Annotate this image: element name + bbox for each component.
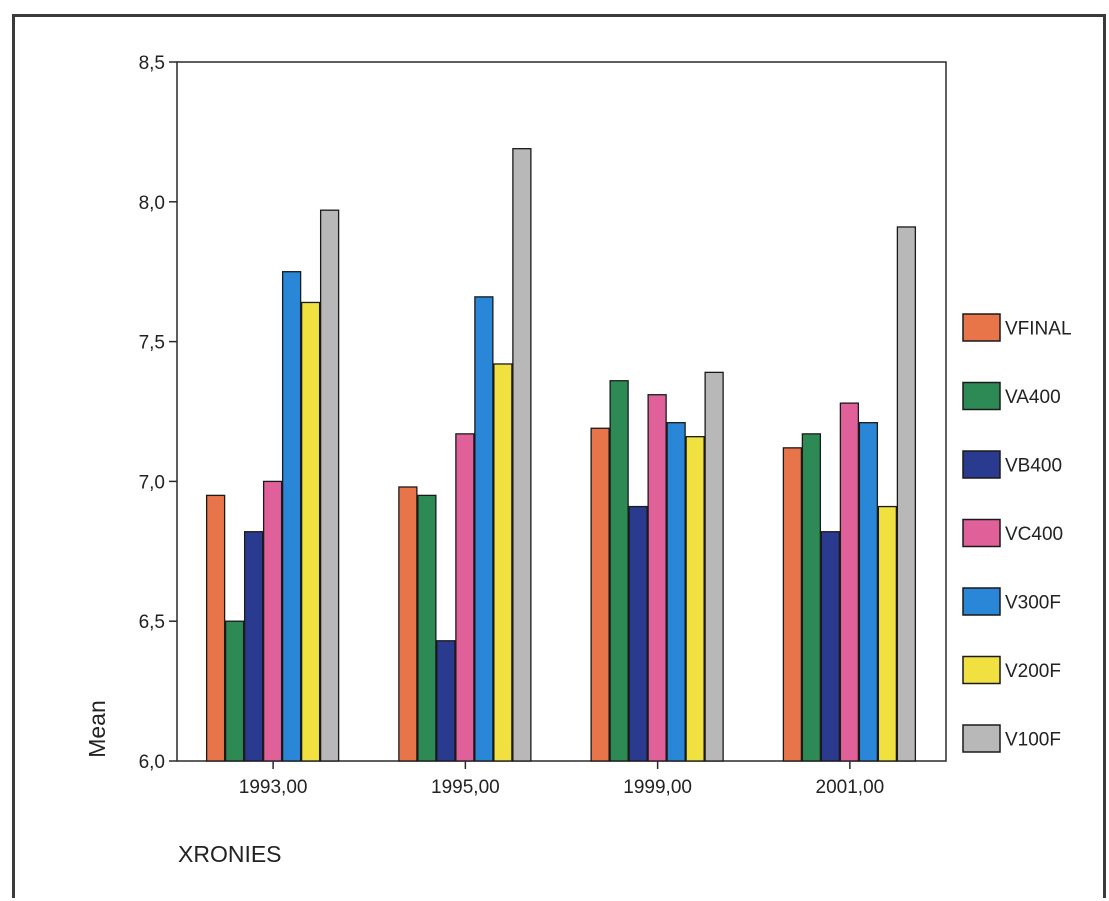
y-tick-label: 6,5 (139, 612, 165, 633)
bar-va400-4 (801, 433, 822, 762)
bar-v300f-1 (281, 271, 302, 762)
bar-vc400-1 (262, 480, 283, 762)
bar-v100f-3 (704, 371, 724, 762)
bar-vc400-2 (455, 433, 475, 762)
bar-v100f-1 (319, 209, 340, 762)
bar-vc400-3 (647, 394, 667, 762)
bar-vfinal-1 (205, 494, 226, 762)
bar-vb400-4 (820, 531, 841, 762)
legend-swatch-v100f (962, 724, 1001, 753)
x-tick-label: 2001,00 (816, 777, 885, 798)
y-tick-label: 7,5 (139, 333, 165, 354)
bar-vb400-2 (436, 640, 456, 762)
legend-swatch-v200f (962, 655, 1001, 685)
bar-va400-2 (417, 494, 437, 762)
legend: VFINAL VA400 VB400 VC400 V300F V200F V100F (962, 313, 1072, 753)
y-tick-label: 6,0 (139, 752, 165, 773)
legend-label-v100f: V100F (1005, 730, 1061, 751)
y-axis-title: Mean (84, 700, 110, 758)
legend-label-vc400: VC400 (1005, 524, 1063, 545)
bars-group (205, 148, 917, 762)
axes-group: 6,0 6,5 7,0 7,5 8,0 8,5 1993,00 1995,00 1999,00 2… (139, 53, 885, 798)
legend-label-va400: VA400 (1005, 387, 1061, 408)
legend-label-v300f: V300F (1005, 593, 1061, 614)
bar-vc400-4 (839, 402, 860, 762)
bar-chart: 6,0 6,5 7,0 7,5 8,0 8,5 1993,00 1995,00 1999,00 2… (84, 53, 1072, 867)
bar-v200f-2 (493, 363, 513, 762)
bar-vb400-1 (243, 531, 264, 762)
bar-va400-1 (224, 620, 245, 762)
bar-vfinal-3 (590, 427, 610, 762)
legend-swatch-vb400 (962, 450, 1001, 479)
bar-va400-3 (609, 380, 629, 762)
bar-vb400-3 (628, 505, 648, 762)
legend-swatch-vc400 (962, 518, 1001, 548)
bar-v300f-4 (858, 422, 879, 762)
x-tick-label: 1999,00 (623, 777, 692, 798)
bar-v300f-2 (474, 296, 494, 762)
legend-label-vfinal: VFINAL (1005, 319, 1072, 340)
bar-vfinal-4 (782, 447, 803, 762)
legend-swatch-va400 (962, 381, 1001, 411)
y-tick-label: 7,0 (139, 472, 165, 493)
x-axis-title: XRONIES (178, 841, 282, 867)
bar-v100f-4 (896, 226, 917, 762)
chart-frame: 6,0 6,5 7,0 7,5 8,0 8,5 1993,00 1995,00 1999,00 2… (12, 14, 1106, 898)
bar-v200f-4 (877, 505, 898, 762)
legend-label-vb400: VB400 (1005, 456, 1062, 477)
legend-label-v200f: V200F (1005, 661, 1061, 682)
x-tick-label: 1993,00 (239, 777, 308, 798)
y-tick-label: 8,0 (139, 193, 165, 214)
bar-vfinal-2 (398, 486, 418, 762)
legend-swatch-vfinal (962, 313, 1001, 342)
bar-v200f-1 (300, 301, 321, 762)
bar-v100f-2 (512, 148, 532, 762)
legend-swatch-v300f (962, 587, 1001, 616)
x-tick-label: 1995,00 (431, 777, 500, 798)
bar-v300f-3 (666, 422, 686, 762)
bar-v200f-3 (685, 436, 705, 762)
y-tick-label: 8,5 (139, 53, 165, 74)
